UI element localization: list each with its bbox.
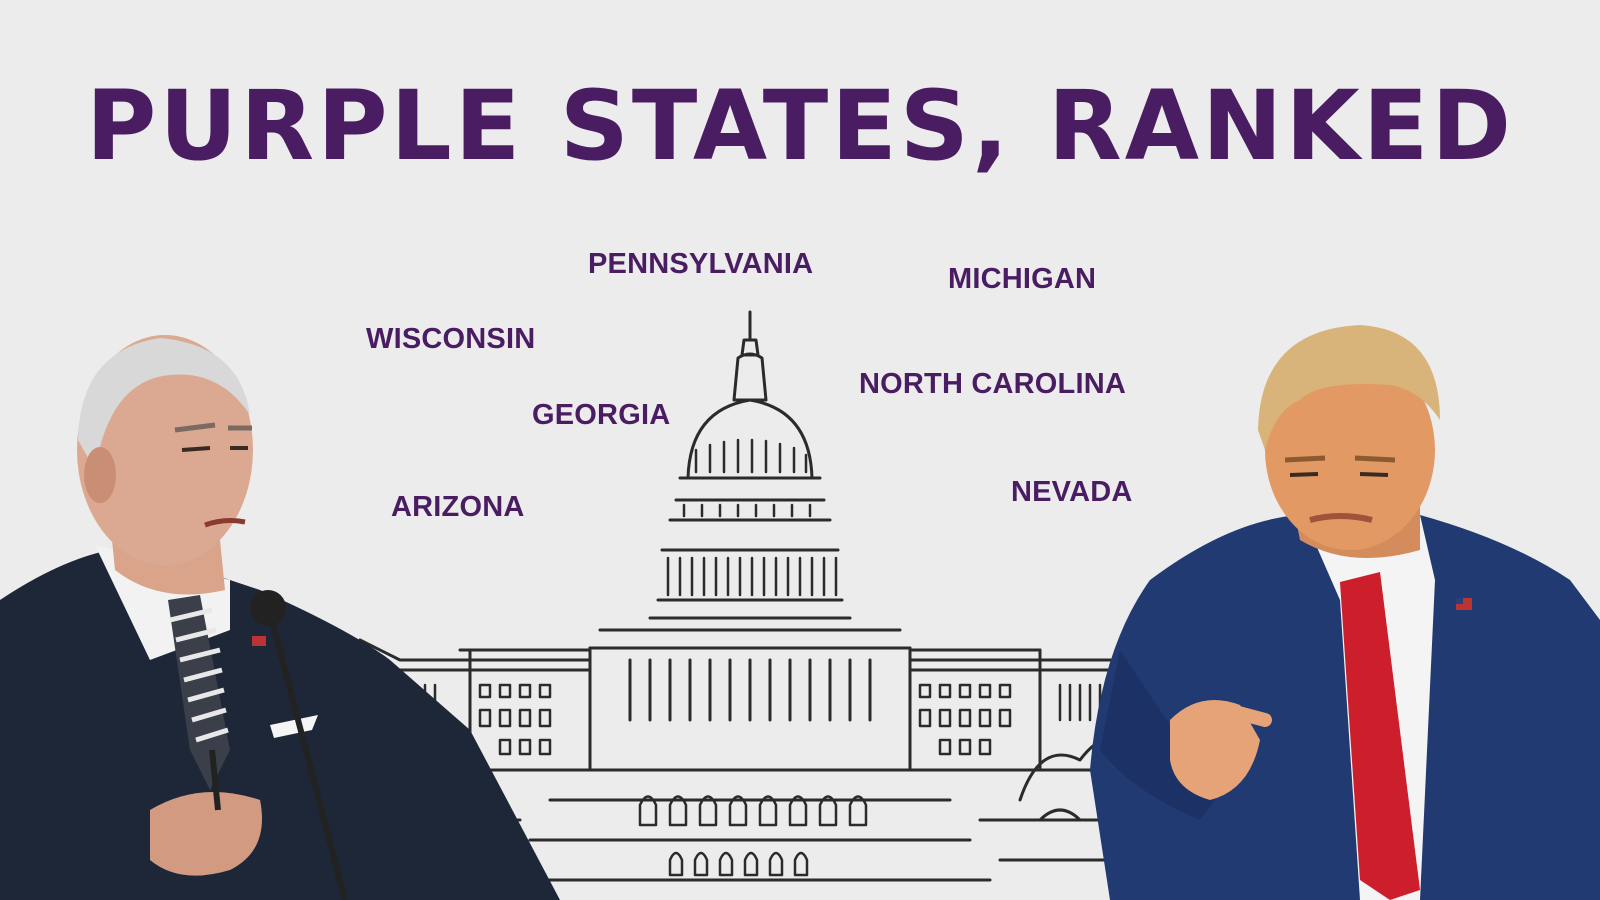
state-label-nevada: NEVADA [1011, 476, 1133, 508]
state-label-michigan: MICHIGAN [948, 263, 1097, 295]
state-label-arizona: ARIZONA [391, 491, 525, 523]
state-label-north-carolina: NORTH CAROLINA [859, 368, 1127, 400]
state-label-wisconsin: WISCONSIN [366, 323, 536, 355]
state-label-georgia: GEORGIA [532, 399, 671, 431]
politician-right-photo [1090, 325, 1600, 900]
state-label-pennsylvania: PENNSYLVANIA [588, 248, 814, 280]
page-title: PURPLE STATES, RANKED [85, 70, 1515, 182]
politician-left-photo [0, 335, 560, 900]
